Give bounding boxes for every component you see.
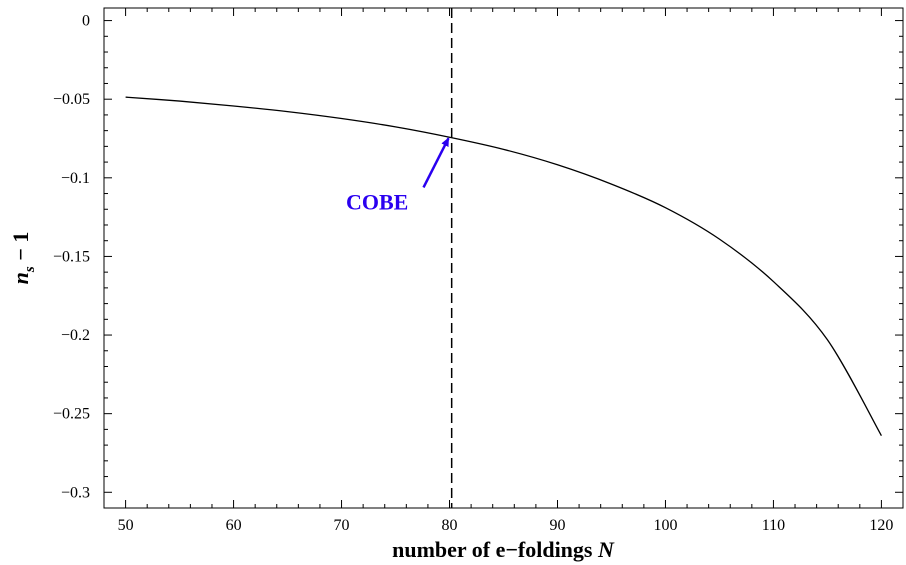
x-tick-label: 80 bbox=[442, 517, 458, 534]
cobe-annotation: COBE bbox=[346, 189, 408, 214]
y-tick-label: −0.15 bbox=[53, 248, 90, 265]
x-tick-labels: 50 60 70 80 90 100 110 120 bbox=[118, 517, 894, 534]
y-tick-labels: 0 −0.05 −0.1 −0.15 −0.2 −0.25 −0.3 bbox=[53, 13, 90, 502]
x-tick-label: 90 bbox=[549, 517, 565, 534]
y-tick-label: −0.05 bbox=[53, 91, 90, 108]
y-tick-label: 0 bbox=[82, 13, 90, 30]
cobe-arrow bbox=[422, 137, 450, 188]
series-line bbox=[125, 96, 882, 436]
y-axis-label: ns − 1 bbox=[8, 232, 38, 285]
y-tick-label: −0.1 bbox=[61, 170, 90, 187]
x-tick-label: 60 bbox=[226, 517, 242, 534]
x-tick-label: 50 bbox=[118, 517, 134, 534]
plot-frame bbox=[103, 7, 904, 509]
x-tick-label: 70 bbox=[334, 517, 350, 534]
x-tick-label: 110 bbox=[762, 517, 785, 534]
y-tick-label: −0.2 bbox=[61, 327, 90, 344]
x-axis-label: number of e−foldings N bbox=[392, 537, 615, 562]
tick-marks bbox=[103, 8, 904, 509]
x-tick-label: 120 bbox=[869, 517, 893, 534]
y-tick-label: −0.25 bbox=[53, 406, 90, 423]
y-tick-label: −0.3 bbox=[61, 484, 90, 501]
x-tick-label: 100 bbox=[653, 517, 677, 534]
